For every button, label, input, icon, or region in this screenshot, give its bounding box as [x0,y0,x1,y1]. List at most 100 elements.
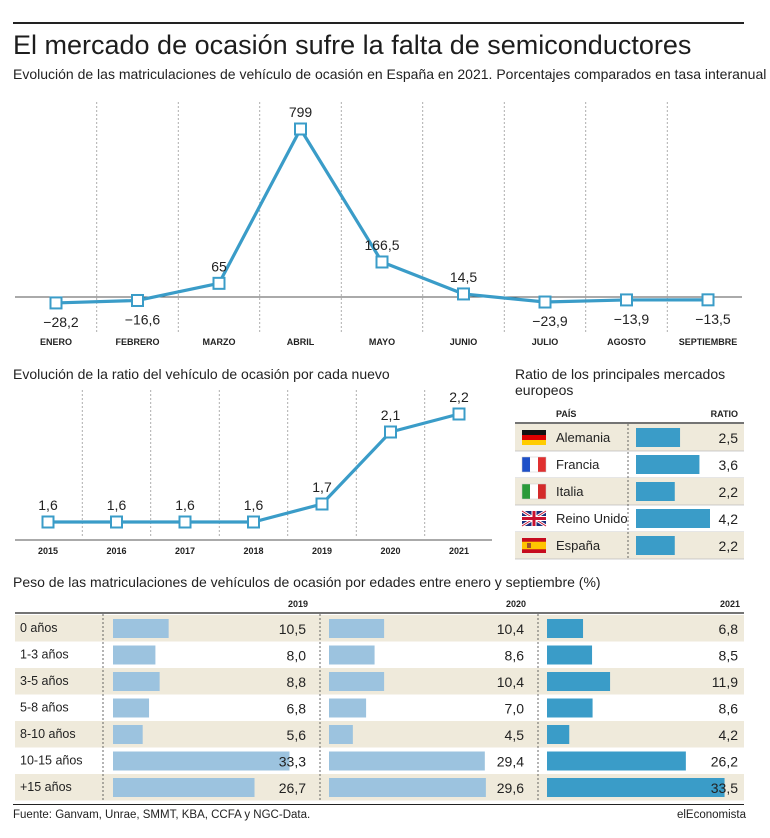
ratio-data-label: 2,1 [381,407,401,423]
flag-italy-icon [521,483,547,500]
age-bar [547,698,593,718]
age-bar [547,751,686,771]
age-value-label: 8,8 [287,674,307,690]
ratio-value-label: 4,2 [719,511,739,527]
ratio-data-label: 1,7 [312,479,332,495]
year-column-header: 2020 [506,599,526,609]
year-column-header: 2021 [720,599,740,609]
monthly-data-label: 799 [289,104,313,120]
age-bar [547,725,570,744]
country-label: España [556,538,601,553]
age-value-label: 29,6 [497,780,524,796]
flag-france-icon [521,456,547,473]
age-value-label: 8,6 [505,648,525,664]
ratio-point [315,497,329,511]
age-bar [547,672,611,691]
monthly-data-label: 65 [211,258,227,274]
ratio-point [178,515,192,529]
age-bar [547,645,593,665]
age-bar [113,725,143,744]
bottom-rule [13,804,744,805]
monthly-data-label: −23,9 [532,313,568,329]
ratio-line-chart: 1,6 2015 1,6 2016 1,6 2017 1,6 2018 1,7 2019 2,1 20… [15,389,492,556]
age-value-label: 10,5 [279,621,306,637]
month-tick-label: MAYO [369,337,395,347]
age-value-label: 6,8 [287,701,307,717]
monthly-data-label: −13,5 [695,311,731,327]
ratio-bar [636,428,681,447]
ratio-column-header: RATIO [711,409,738,419]
country-label: Reino Unido [556,511,628,526]
month-tick-label: MARZO [203,337,236,347]
ratio-point [247,515,260,529]
age-group-label: +15 años [20,780,72,794]
ratio-point [452,407,466,421]
age-value-label: 4,2 [719,727,739,743]
age-bar [113,619,169,638]
age-value-label: 8,5 [719,648,739,664]
monthly-data-label: 166,5 [364,237,399,253]
age-value-label: 26,2 [711,754,738,770]
ratio-value-label: 2,2 [719,484,739,500]
monthly-point [701,293,715,307]
monthly-point [457,287,470,301]
age-bar [547,619,584,638]
monthly-line-chart: −28,2 ENERO −16,6 FEBRERO 65 MARZO 799 ABRIL 166… [15,102,742,347]
age-bar [329,778,486,797]
monthly-point [212,276,226,290]
age-group-label: 3-5 años [20,674,69,688]
europe-ratio-table: PAÍS RATIO Alemania 2,5 Francia 3,6 Italia 2,2 R… [515,409,744,560]
year-tick-label: 2019 [312,546,332,556]
age-value-label: 10,4 [497,621,524,637]
age-value-label: 26,7 [279,780,306,796]
age-bar [329,725,353,744]
monthly-point [49,296,63,310]
monthly-point [620,293,633,307]
month-tick-label: FEBRERO [115,337,159,347]
year-tick-label: 2015 [38,546,58,556]
year-tick-label: 2021 [449,546,469,556]
ratio-value-label: 2,2 [719,538,739,554]
ratio-data-label: 1,6 [244,497,264,513]
age-bar [113,645,156,665]
monthly-data-label: 14,5 [450,269,477,285]
month-tick-label: JULIO [532,337,559,347]
age-bar [329,619,385,638]
ratio-point [110,515,123,529]
year-tick-label: 2018 [243,546,263,556]
month-tick-label: AGOSTO [607,337,646,347]
flag-germany-icon [522,430,546,445]
age-value-label: 11,9 [712,674,738,690]
ratio-bar [636,509,710,528]
table-row-band [515,478,744,505]
age-value-label: 33,3 [279,754,306,770]
age-group-label: 0 años [20,621,58,635]
year-tick-label: 2020 [380,546,400,556]
age-value-label: 10,4 [497,674,524,690]
page-subtitle: Evolución de las matriculaciones de vehí… [13,66,767,82]
age-value-label: 5,6 [287,727,307,743]
month-tick-label: ENERO [40,337,72,347]
monthly-point [294,122,307,136]
age-value-label: 6,8 [719,621,739,637]
country-label: Italia [556,484,584,499]
year-column-header: 2019 [288,599,308,609]
ratio-bar [636,482,675,501]
age-bar [113,672,160,691]
ratio-data-label: 1,6 [38,497,58,513]
age-bar [329,645,375,665]
ratio-value-label: 2,5 [719,430,739,446]
age-bar [329,698,367,718]
ratio-value-label: 3,6 [719,457,739,473]
flag-spain-icon [522,538,546,553]
ratio-data-label: 2,2 [449,389,469,405]
ratio-point [41,515,55,529]
europe-table-title: Ratio de los principales mercados europe… [515,366,726,398]
monthly-point [375,255,389,269]
age-value-label: 8,0 [287,648,307,664]
ratio-data-label: 1,6 [175,497,195,513]
monthly-data-label: −28,2 [43,314,79,330]
age-value-label: 8,6 [719,701,739,717]
year-tick-label: 2016 [106,546,126,556]
monthly-point [538,295,552,309]
